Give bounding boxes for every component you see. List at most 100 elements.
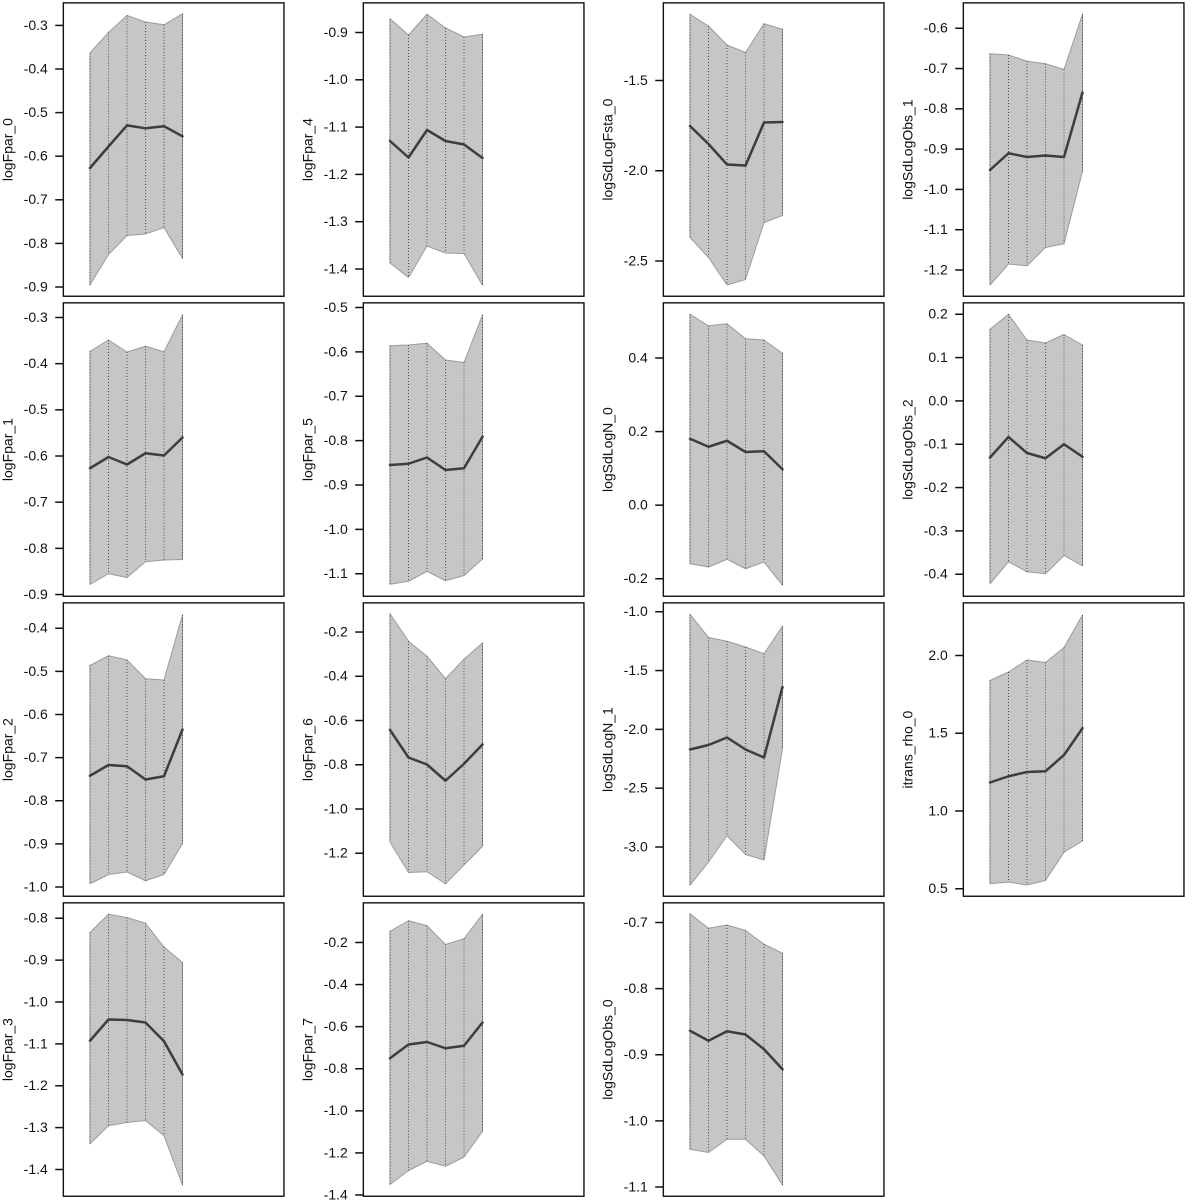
svg-text:-1.4: -1.4 — [324, 1186, 348, 1200]
svg-text:-1.1: -1.1 — [624, 1178, 648, 1194]
svg-text:-0.6: -0.6 — [24, 447, 48, 463]
svg-text:-0.8: -0.8 — [624, 980, 648, 996]
svg-text:0.1: 0.1 — [928, 349, 948, 365]
svg-text:-0.9: -0.9 — [924, 141, 948, 157]
svg-text:logFpar_5: logFpar_5 — [300, 418, 316, 481]
svg-text:-0.7: -0.7 — [324, 388, 348, 404]
svg-text:-0.9: -0.9 — [624, 1046, 648, 1062]
svg-text:-0.9: -0.9 — [24, 835, 48, 851]
svg-text:-0.9: -0.9 — [324, 476, 348, 492]
svg-text:-0.5: -0.5 — [24, 401, 48, 417]
svg-text:1.0: 1.0 — [928, 802, 948, 818]
svg-text:-0.8: -0.8 — [324, 756, 348, 772]
svg-text:-0.2: -0.2 — [324, 623, 348, 639]
svg-text:-1.1: -1.1 — [324, 565, 348, 581]
svg-text:itrans_rho_0: itrans_rho_0 — [900, 710, 916, 788]
svg-text:-0.4: -0.4 — [924, 566, 948, 582]
svg-text:-0.5: -0.5 — [324, 299, 348, 315]
svg-text:-1.1: -1.1 — [924, 221, 948, 237]
svg-text:-0.8: -0.8 — [324, 1060, 348, 1076]
svg-text:0.2: 0.2 — [628, 423, 648, 439]
svg-text:-0.7: -0.7 — [24, 749, 48, 765]
svg-text:logSdLogN_1: logSdLogN_1 — [600, 707, 616, 792]
svg-text:-1.3: -1.3 — [24, 1119, 48, 1135]
svg-text:-0.8: -0.8 — [24, 792, 48, 808]
svg-text:-1.0: -1.0 — [624, 603, 648, 619]
svg-text:logSdLogN_0: logSdLogN_0 — [600, 407, 616, 492]
svg-text:-0.3: -0.3 — [24, 309, 48, 325]
svg-text:-1.0: -1.0 — [324, 521, 348, 537]
svg-text:-1.2: -1.2 — [324, 166, 348, 182]
svg-text:-1.5: -1.5 — [624, 662, 648, 678]
svg-text:-0.2: -0.2 — [324, 934, 348, 950]
svg-text:-0.3: -0.3 — [24, 17, 48, 33]
svg-text:logFpar_4: logFpar_4 — [300, 118, 316, 181]
svg-text:-1.0: -1.0 — [24, 993, 48, 1009]
svg-text:-1.1: -1.1 — [324, 119, 348, 135]
svg-text:0.5: 0.5 — [928, 880, 948, 896]
svg-text:logFpar_0: logFpar_0 — [0, 118, 16, 181]
svg-text:-0.8: -0.8 — [24, 910, 48, 926]
svg-text:logSdLogObs_2: logSdLogObs_2 — [900, 399, 916, 500]
svg-text:-2.0: -2.0 — [624, 721, 648, 737]
svg-text:-0.2: -0.2 — [624, 570, 648, 586]
svg-text:logFpar_1: logFpar_1 — [0, 418, 16, 481]
svg-text:-1.0: -1.0 — [924, 181, 948, 197]
svg-text:-0.8: -0.8 — [24, 235, 48, 251]
svg-text:0.0: 0.0 — [928, 392, 948, 408]
svg-text:0.0: 0.0 — [628, 497, 648, 513]
svg-text:-1.0: -1.0 — [324, 800, 348, 816]
svg-text:-1.4: -1.4 — [324, 260, 348, 276]
svg-text:-1.2: -1.2 — [924, 261, 948, 277]
svg-text:-0.9: -0.9 — [24, 952, 48, 968]
svg-text:-2.5: -2.5 — [624, 780, 648, 796]
svg-text:-1.2: -1.2 — [24, 1077, 48, 1093]
svg-text:-0.7: -0.7 — [24, 191, 48, 207]
svg-text:-1.0: -1.0 — [624, 1112, 648, 1128]
svg-text:0.2: 0.2 — [928, 306, 948, 322]
svg-text:-0.5: -0.5 — [24, 663, 48, 679]
svg-text:-2.5: -2.5 — [624, 252, 648, 268]
svg-text:-0.6: -0.6 — [924, 20, 948, 36]
svg-text:-0.4: -0.4 — [24, 355, 48, 371]
svg-text:2.0: 2.0 — [928, 647, 948, 663]
svg-text:-2.0: -2.0 — [624, 162, 648, 178]
svg-text:-0.4: -0.4 — [24, 60, 48, 76]
svg-text:-0.8: -0.8 — [324, 432, 348, 448]
svg-text:logSdLogFsta_0: logSdLogFsta_0 — [600, 98, 616, 200]
svg-text:-1.3: -1.3 — [324, 213, 348, 229]
svg-text:0.4: 0.4 — [628, 349, 648, 365]
svg-text:-0.4: -0.4 — [324, 976, 348, 992]
svg-text:logSdLogObs_1: logSdLogObs_1 — [900, 99, 916, 200]
svg-text:logFpar_6: logFpar_6 — [300, 718, 316, 781]
svg-text:-0.5: -0.5 — [24, 104, 48, 120]
svg-text:logFpar_2: logFpar_2 — [0, 718, 16, 781]
svg-text:-0.6: -0.6 — [324, 712, 348, 728]
svg-text:-1.1: -1.1 — [24, 1035, 48, 1051]
svg-text:-1.0: -1.0 — [324, 71, 348, 87]
svg-text:-3.0: -3.0 — [624, 838, 648, 854]
svg-text:-1.4: -1.4 — [24, 1161, 48, 1177]
svg-text:-1.2: -1.2 — [324, 1144, 348, 1160]
svg-text:-0.9: -0.9 — [324, 24, 348, 40]
svg-text:-0.7: -0.7 — [624, 914, 648, 930]
svg-text:-0.8: -0.8 — [924, 100, 948, 116]
svg-text:-0.4: -0.4 — [24, 620, 48, 636]
svg-text:-0.2: -0.2 — [924, 479, 948, 495]
svg-text:1.5: 1.5 — [928, 725, 948, 741]
svg-text:logSdLogObs_0: logSdLogObs_0 — [600, 999, 616, 1100]
svg-text:-1.0: -1.0 — [24, 878, 48, 894]
svg-text:-0.7: -0.7 — [24, 494, 48, 510]
svg-text:logFpar_7: logFpar_7 — [300, 1018, 316, 1081]
svg-text:logFpar_3: logFpar_3 — [0, 1018, 16, 1081]
svg-text:-0.3: -0.3 — [924, 522, 948, 538]
svg-text:-1.0: -1.0 — [324, 1102, 348, 1118]
svg-text:-1.2: -1.2 — [324, 845, 348, 861]
svg-text:-0.4: -0.4 — [324, 668, 348, 684]
svg-text:-0.6: -0.6 — [324, 1018, 348, 1034]
svg-text:-0.1: -0.1 — [924, 436, 948, 452]
svg-text:-0.7: -0.7 — [924, 60, 948, 76]
svg-text:-0.8: -0.8 — [24, 540, 48, 556]
svg-text:-0.9: -0.9 — [24, 278, 48, 294]
svg-text:-0.6: -0.6 — [324, 343, 348, 359]
